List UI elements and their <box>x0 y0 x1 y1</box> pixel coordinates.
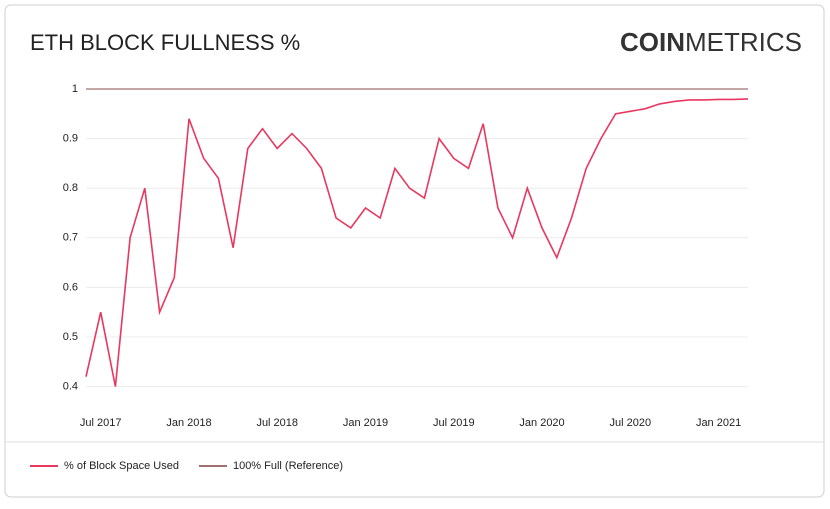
legend-label: % of Block Space Used <box>64 460 179 472</box>
x-tick-label: Jul 2018 <box>256 417 298 429</box>
y-tick-label: 0.5 <box>63 331 78 343</box>
logo-bold: COIN <box>620 27 685 57</box>
y-tick-label: 0.8 <box>63 182 78 194</box>
x-tick-label: Jan 2021 <box>696 417 741 429</box>
logo-light: METRICS <box>685 27 802 57</box>
x-tick-label: Jan 2018 <box>166 417 211 429</box>
line-series <box>85 98 749 387</box>
legend-label: 100% Full (Reference) <box>233 460 343 472</box>
y-tick-label: 0.7 <box>63 232 78 244</box>
y-tick-label: 0.6 <box>63 281 78 293</box>
y-tick-label: 0.9 <box>63 133 78 145</box>
frame <box>4 4 825 498</box>
x-tick-label: Jan 2020 <box>519 417 564 429</box>
x-tick-label: Jul 2017 <box>80 417 122 429</box>
y-tick-label: 0.4 <box>63 381 78 393</box>
y-tick-label: 1 <box>72 83 78 95</box>
chart-title: ETH BLOCK FULLNESS % <box>30 30 300 55</box>
x-tick-label: Jul 2020 <box>610 417 652 429</box>
x-tick-label: Jan 2019 <box>343 417 388 429</box>
x-tick-label: Jul 2019 <box>433 417 475 429</box>
logo: COINMETRICS <box>620 27 802 57</box>
